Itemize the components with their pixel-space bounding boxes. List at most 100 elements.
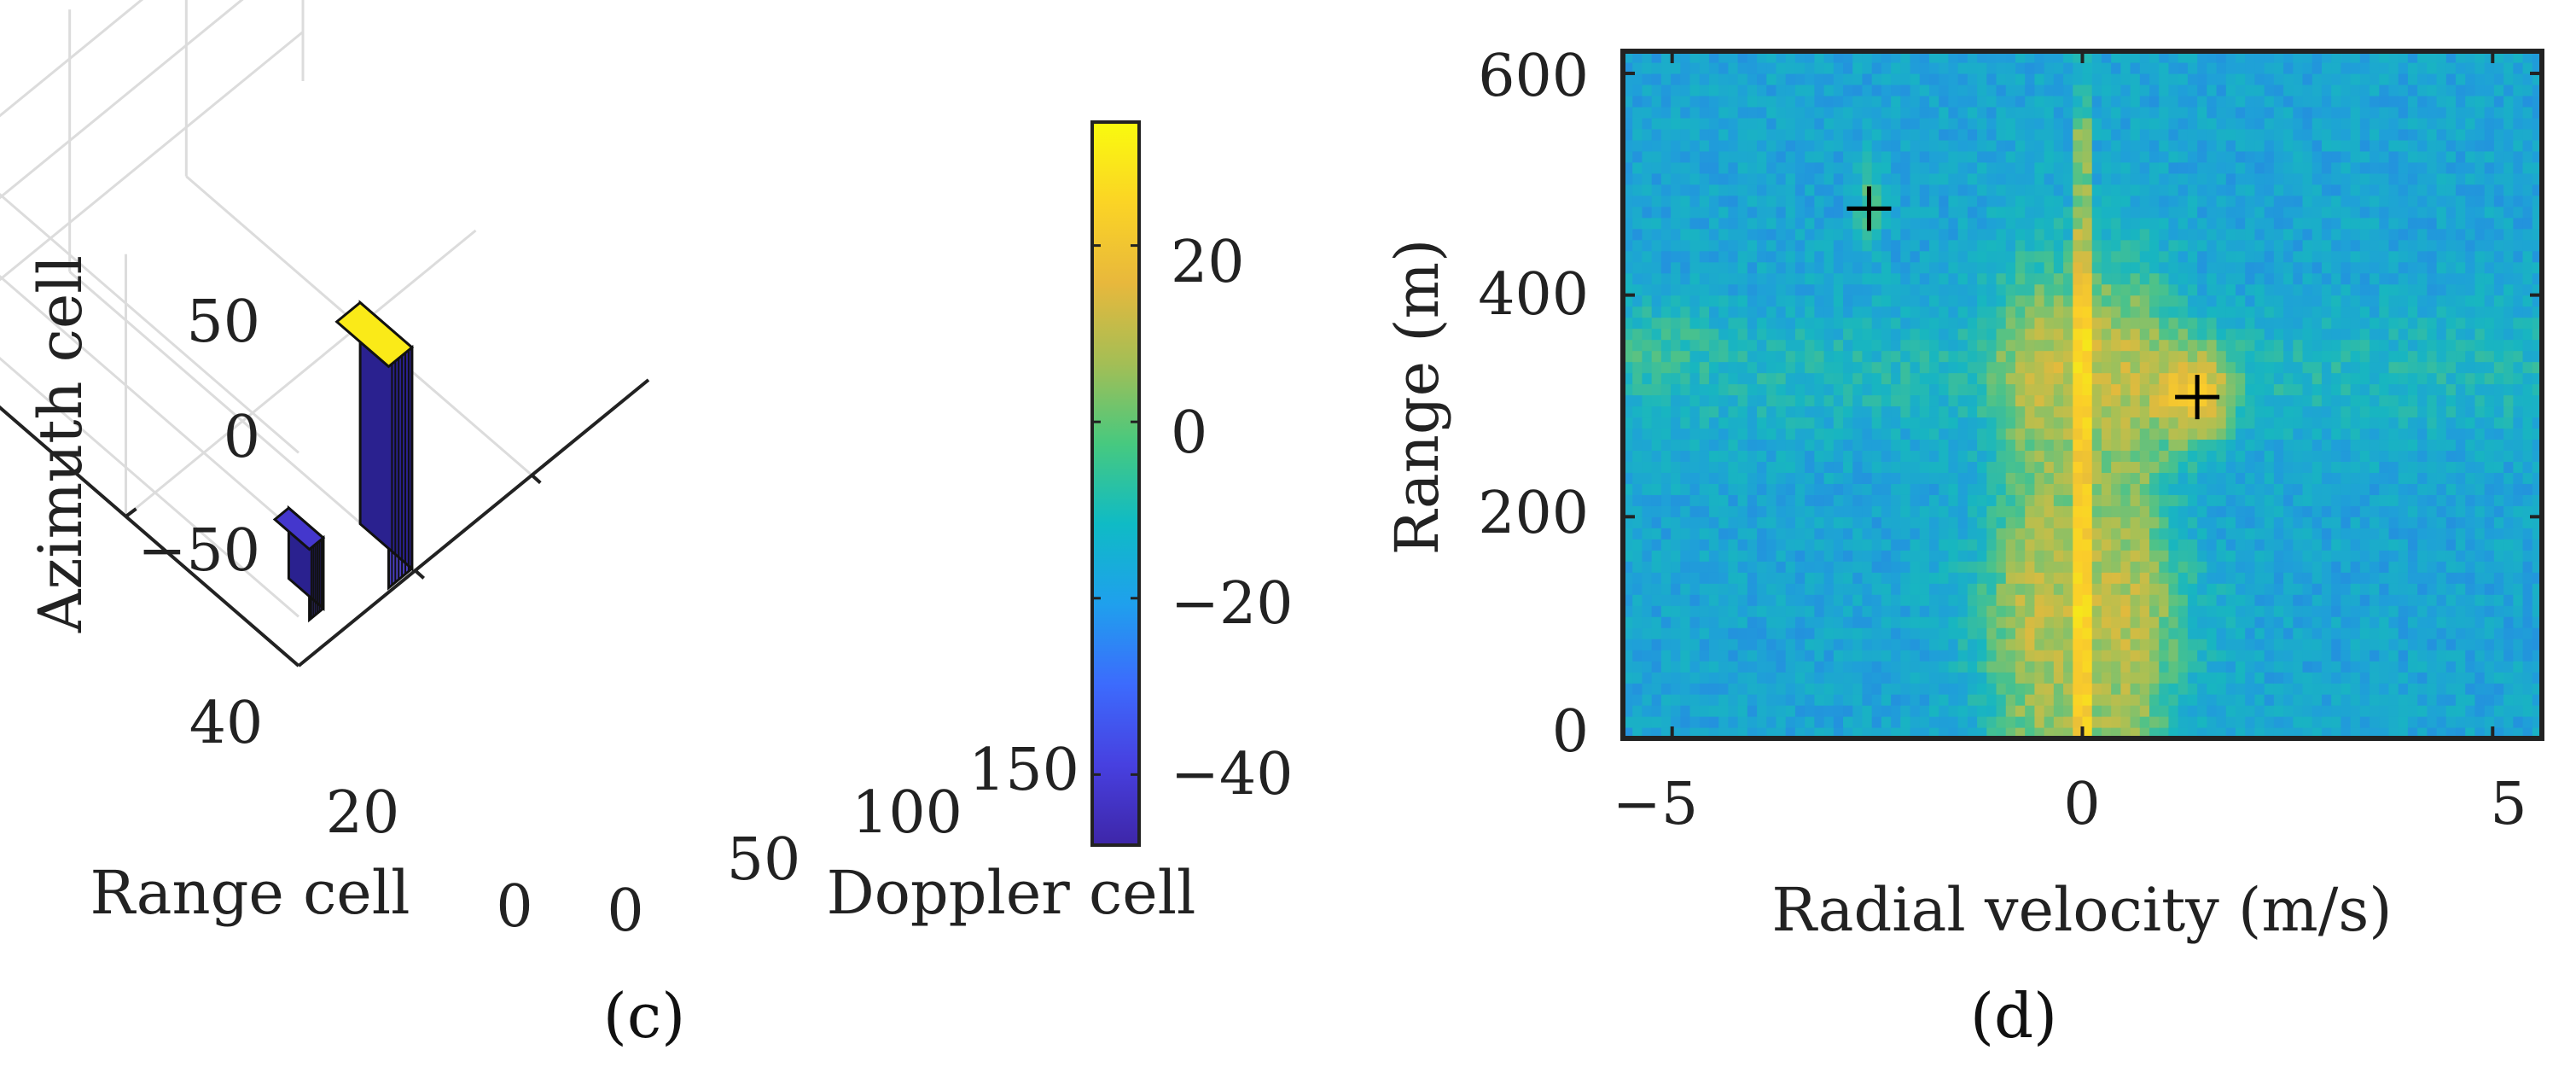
heatmap-cell [1996, 450, 2007, 462]
heatmap-cell [2015, 217, 2026, 230]
heatmap-cell [2350, 283, 2361, 296]
heatmap-cell [2398, 528, 2409, 540]
heatmap-cell [1785, 383, 1796, 396]
heatmap-cell [2015, 494, 2026, 506]
heatmap-cell [2025, 461, 2036, 473]
heatmap-cell [2168, 372, 2179, 385]
heatmap-cell [1718, 572, 1730, 584]
heatmap-cell [1843, 184, 1853, 196]
heatmap-cell [1728, 184, 1739, 196]
heatmap-cell [2091, 361, 2102, 374]
heatmap-cell [2350, 383, 2361, 396]
heatmap-cell [2111, 295, 2121, 307]
heatmap-cell [1929, 317, 1939, 330]
heatmap-cell [1939, 516, 1950, 528]
heatmap-cell [2034, 239, 2045, 252]
heatmap-cell [2254, 694, 2265, 706]
heatmap-cell [2073, 639, 2084, 650]
heatmap-cell [1862, 694, 1873, 706]
heatmap-cell [2159, 705, 2170, 717]
heatmap-cell [1757, 295, 1767, 307]
heatmap-cell [2359, 472, 2370, 484]
heatmap-cell [1891, 428, 1901, 440]
heatmap-cell [2091, 516, 2102, 528]
heatmap-cell [1805, 439, 1815, 452]
heatmap-cell [2273, 472, 2284, 484]
heatmap-cell [2254, 350, 2265, 363]
heatmap-cell [1862, 228, 1873, 241]
heatmap-cell [2025, 339, 2036, 352]
heatmap-cell [1891, 383, 1901, 396]
heatmap-cell [2130, 172, 2141, 185]
heatmap-cell [2503, 405, 2514, 418]
heatmap-cell [2465, 383, 2476, 396]
heatmap-cell [2101, 339, 2112, 352]
heatmap-cell [1986, 317, 1997, 330]
heatmap-cell [2063, 683, 2073, 695]
heatmap-cell [1642, 561, 1653, 573]
heatmap-cell [1919, 405, 1930, 418]
heatmap-cell [2359, 727, 2370, 738]
heatmap-cell [2340, 328, 2352, 341]
heatmap-cell [2273, 594, 2284, 606]
heatmap-cell [2522, 561, 2533, 573]
heatmap-cell [2254, 328, 2265, 341]
heatmap-cell [1718, 339, 1730, 352]
heatmap-cell [1967, 328, 1978, 341]
heatmap-cell [2073, 239, 2084, 252]
heatmap-cell [2025, 716, 2036, 728]
heatmap-cell [1805, 206, 1815, 219]
heatmap-cell [1728, 272, 1739, 285]
heatmap-cell [1737, 361, 1748, 374]
heatmap-cell [1660, 195, 1672, 207]
heatmap-cell [1996, 716, 2007, 728]
heatmap-cell [2025, 561, 2036, 573]
heatmap-cell [1785, 727, 1796, 738]
heatmap-cell [2053, 350, 2064, 363]
heatmap-cell [1632, 528, 1643, 540]
heatmap-cell [1689, 328, 1701, 341]
heatmap-cell [2101, 572, 2112, 584]
heatmap-cell [1689, 639, 1701, 650]
heatmap-cell [1900, 650, 1911, 662]
heatmap-cell [2005, 272, 2016, 285]
heatmap-cell [2321, 539, 2332, 551]
heatmap-cell [2283, 472, 2294, 484]
heatmap-cell [2111, 328, 2121, 341]
heatmap-cell [2465, 683, 2476, 695]
heatmap-cell [2034, 572, 2045, 584]
heatmap-cell [2359, 394, 2370, 407]
heatmap-cell [2082, 261, 2093, 274]
heatmap-cell [2120, 572, 2131, 584]
heatmap-cell [2273, 494, 2284, 506]
heatmap-cell [2053, 672, 2064, 684]
heatmap-cell [2139, 716, 2150, 728]
heatmap-cell [2484, 228, 2495, 241]
heatmap-cell [2359, 694, 2370, 706]
heatmap-cell [2331, 295, 2342, 307]
heatmap-cell [2532, 184, 2542, 196]
heatmap-cell [1785, 483, 1796, 495]
heatmap-cell [1948, 228, 1959, 241]
heatmap-cell [1708, 539, 1719, 551]
heatmap-cell [2264, 461, 2275, 473]
heatmap-cell [1642, 394, 1653, 407]
heatmap-cell [1929, 383, 1939, 396]
heatmap-cell [2178, 250, 2189, 263]
heatmap-cell [2120, 450, 2131, 462]
heatmap-cell [1805, 172, 1815, 185]
heatmap-cell [1689, 306, 1701, 318]
heatmap-cell [1708, 705, 1719, 717]
heatmap-cell [1718, 372, 1730, 385]
heatmap-cell [1699, 583, 1710, 595]
heatmap-cell [2445, 561, 2457, 573]
heatmap-cell [1680, 627, 1691, 639]
heatmap-cell [2388, 361, 2399, 374]
heatmap-cell [2407, 483, 2418, 495]
heatmap-cell [1919, 272, 1930, 285]
heatmap-cell [2293, 716, 2304, 728]
heatmap-cell [2493, 705, 2504, 717]
heatmap-cell [1919, 661, 1930, 673]
heatmap-cell [1632, 350, 1643, 363]
heatmap-cell [2044, 394, 2055, 407]
